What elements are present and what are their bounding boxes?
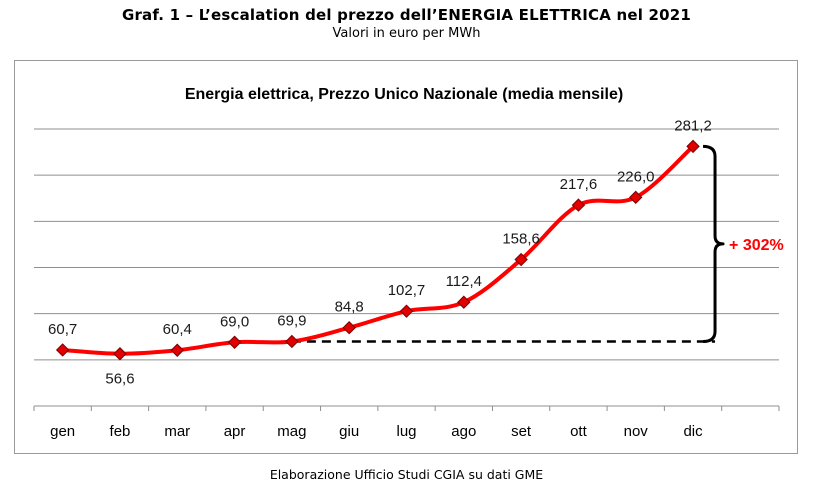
data-label: 102,7: [388, 282, 426, 299]
x-tick-label: ott: [570, 423, 588, 440]
line-chart: Energia elettrica, Prezzo Unico Nazional…: [33, 86, 784, 440]
chart-frame: Energia elettrica, Prezzo Unico Nazional…: [14, 60, 798, 454]
data-point: [571, 198, 586, 212]
x-tick-label: ago: [451, 423, 476, 440]
figure-subtitle: Valori in euro per MWh: [332, 26, 481, 41]
figure-title: Graf. 1 – L’escalation del prezzo dell’E…: [121, 6, 692, 24]
x-tick-label: mag: [277, 423, 306, 440]
gridlines: [34, 128, 779, 361]
data-label: 226,0: [617, 168, 655, 185]
data-label: 69,9: [277, 312, 306, 329]
data-point: [227, 335, 242, 349]
x-tick-label: lug: [396, 423, 416, 440]
data-labels: 60,7 56,6 60,4 69,0 69,9 84,8 102,7 112,4 158,6 2…: [48, 117, 712, 387]
data-point: [113, 347, 127, 361]
data-label: 60,4: [163, 321, 192, 338]
data-point: [170, 343, 184, 357]
x-tick-label: feb: [110, 423, 131, 440]
series-line: [60, 144, 696, 356]
data-point: [457, 295, 471, 309]
data-point: [342, 320, 356, 335]
data-label: 281,2: [674, 117, 712, 134]
annotation-layer: + 302%: [702, 144, 784, 343]
data-point: [629, 190, 643, 205]
brace-bracket: [702, 144, 725, 343]
x-tick-label: giu: [339, 423, 359, 440]
data-label: 158,6: [502, 231, 540, 248]
x-tick-label: set: [511, 423, 532, 440]
data-label: 60,7: [48, 321, 77, 338]
data-point: [399, 304, 414, 318]
data-point: [55, 343, 70, 357]
data-label: 69,0: [220, 313, 249, 330]
x-tick-label: dic: [683, 423, 703, 440]
source-note: Elaborazione Ufficio Studi CGIA su dati …: [269, 467, 544, 482]
data-label: 84,8: [335, 299, 364, 316]
data-label: 217,6: [560, 176, 598, 193]
x-tick-label: nov: [624, 423, 649, 440]
data-markers: [55, 139, 700, 361]
data-label: 112,4: [446, 273, 482, 290]
x-tick-label: gen: [50, 423, 75, 440]
series-line-layer: [60, 144, 696, 356]
data-point: [514, 252, 528, 267]
increase-annotation: + 302%: [729, 237, 784, 254]
chart-title: Energia elettrica, Prezzo Unico Nazional…: [185, 86, 623, 103]
x-tick-label: apr: [224, 423, 246, 440]
x-axis: gen feb mar apr mag giu lug ago set ott nov dic: [33, 405, 780, 440]
x-tick-label: mar: [164, 423, 190, 440]
data-label: 56,6: [105, 371, 134, 388]
data-point: [686, 139, 700, 154]
data-point: [285, 334, 299, 349]
